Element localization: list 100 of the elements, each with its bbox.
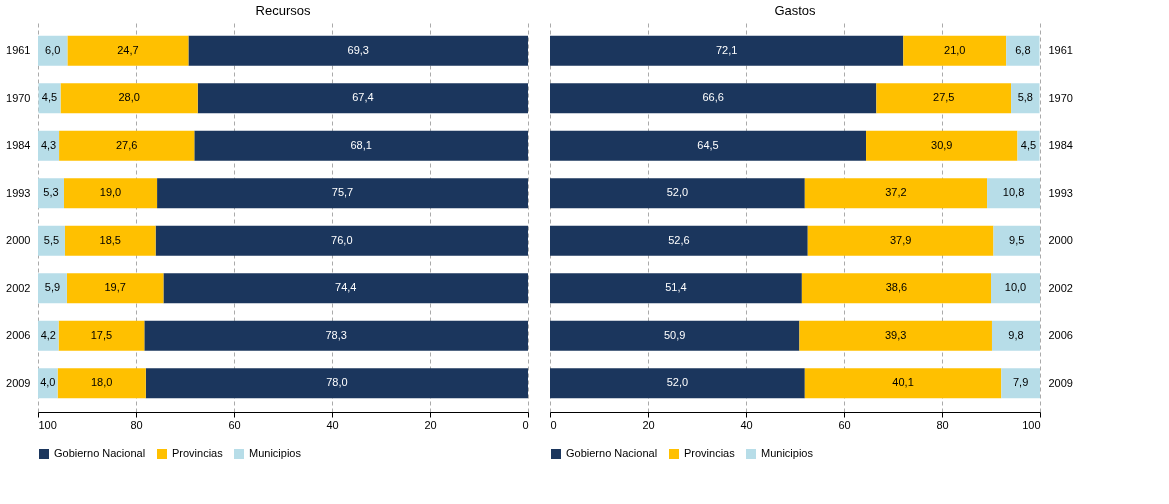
bar: [550, 368, 805, 399]
data-label: 52,0: [666, 376, 689, 389]
data-label: 18,0: [90, 376, 113, 389]
y-tick-label: 1993: [6, 186, 31, 199]
data-label: 4,0: [40, 376, 56, 389]
x-tick-label: 0: [550, 418, 557, 431]
bar: [550, 273, 802, 304]
y-tick-label: 2002: [6, 281, 31, 294]
bar: [987, 178, 1040, 209]
x-tick-label: 0: [522, 418, 529, 431]
data-label: 78,0: [326, 376, 348, 389]
bar: [157, 178, 528, 209]
data-label: 4,3: [40, 138, 57, 151]
y-tick-label: 1970: [6, 91, 31, 104]
data-label: 6,8: [1015, 43, 1031, 56]
data-label: 30,9: [931, 138, 953, 151]
y-tick-label: 2002: [1048, 281, 1073, 294]
bar: [188, 35, 528, 66]
bar: [550, 130, 867, 161]
bar: [550, 35, 904, 66]
bar: [63, 178, 158, 209]
x-tick-label: 60: [838, 418, 851, 431]
data-label: 5,9: [44, 281, 61, 294]
y-tick-label: 2000: [1048, 234, 1073, 247]
y-tick-label: 1984: [1048, 139, 1073, 152]
data-label: 10,0: [1004, 281, 1027, 294]
bar: [1017, 130, 1040, 161]
bar: [1006, 35, 1040, 66]
bar: [144, 320, 528, 351]
x-tick-label: 80: [130, 418, 143, 431]
bar: [38, 273, 67, 304]
data-label: 37,9: [889, 233, 912, 246]
bar: [38, 225, 65, 256]
data-label: 19,0: [99, 186, 122, 199]
legend-label: Municipios: [761, 447, 814, 459]
bar: [194, 130, 528, 161]
data-label: 69,3: [347, 43, 369, 56]
bar: [991, 273, 1040, 304]
data-label: 21,0: [944, 43, 966, 56]
bar: [991, 320, 1040, 351]
bar: [804, 368, 1002, 399]
bar: [993, 225, 1040, 256]
legend-label: Gobierno Nacional: [566, 447, 658, 459]
bar: [804, 178, 988, 209]
y-tick-label: 2006: [1048, 329, 1073, 342]
data-label: 66,6: [702, 91, 724, 104]
bar: [876, 83, 1012, 114]
x-tick-label: 20: [424, 418, 437, 431]
chart-title: Recursos: [255, 3, 311, 18]
bar: [38, 83, 61, 114]
x-tick-label: 100: [38, 418, 57, 431]
data-label: 75,7: [331, 186, 354, 199]
bar: [197, 83, 528, 114]
bar: [807, 225, 994, 256]
y-tick-label: 1961: [1048, 44, 1073, 57]
data-label: 27,6: [115, 138, 138, 151]
data-label: 40,1: [892, 376, 914, 389]
data-label: 50,9: [663, 328, 686, 341]
data-label: 37,2: [885, 186, 907, 199]
y-tick-label: 2009: [1048, 376, 1073, 389]
bar: [1011, 83, 1040, 114]
bar: [866, 130, 1018, 161]
y-tick-label: 1970: [1048, 91, 1073, 104]
data-label: 5,5: [43, 233, 60, 246]
legend-label: Provincias: [684, 447, 736, 459]
bar: [550, 320, 800, 351]
bar: [67, 35, 189, 66]
x-tick-label: 80: [936, 418, 949, 431]
data-label: 72,1: [715, 43, 738, 56]
bar: [57, 368, 146, 399]
data-label: 76,0: [331, 233, 353, 246]
chart-title: Gastos: [774, 3, 817, 18]
bar: [38, 320, 59, 351]
y-tick-label: 1961: [6, 44, 31, 57]
data-label: 38,6: [885, 281, 908, 294]
bar: [58, 320, 145, 351]
bar: [66, 273, 164, 304]
data-label: 28,0: [118, 91, 140, 104]
data-label: 17,5: [90, 328, 113, 341]
legend-label: Gobierno Nacional: [54, 447, 146, 459]
data-label: 5,3: [43, 186, 59, 199]
data-label: 18,5: [99, 233, 121, 246]
bar: [38, 368, 58, 399]
bar: [60, 83, 198, 114]
legend-label: Provincias: [172, 447, 224, 459]
data-label: 4,5: [41, 91, 58, 104]
bar: [38, 178, 64, 209]
x-tick-label: 60: [228, 418, 241, 431]
x-tick-label: 20: [642, 418, 655, 431]
bar: [59, 130, 195, 161]
bar: [799, 320, 992, 351]
y-tick-label: 1984: [6, 139, 31, 152]
data-label: 5,8: [1017, 91, 1033, 104]
data-label: 67,4: [352, 91, 374, 104]
data-label: 51,4: [665, 281, 687, 294]
data-label: 6,0: [45, 43, 61, 56]
data-label: 4,5: [1020, 138, 1037, 151]
data-label: 7,9: [1013, 376, 1029, 389]
data-label: 68,1: [350, 138, 372, 151]
x-tick-label: 40: [740, 418, 753, 431]
